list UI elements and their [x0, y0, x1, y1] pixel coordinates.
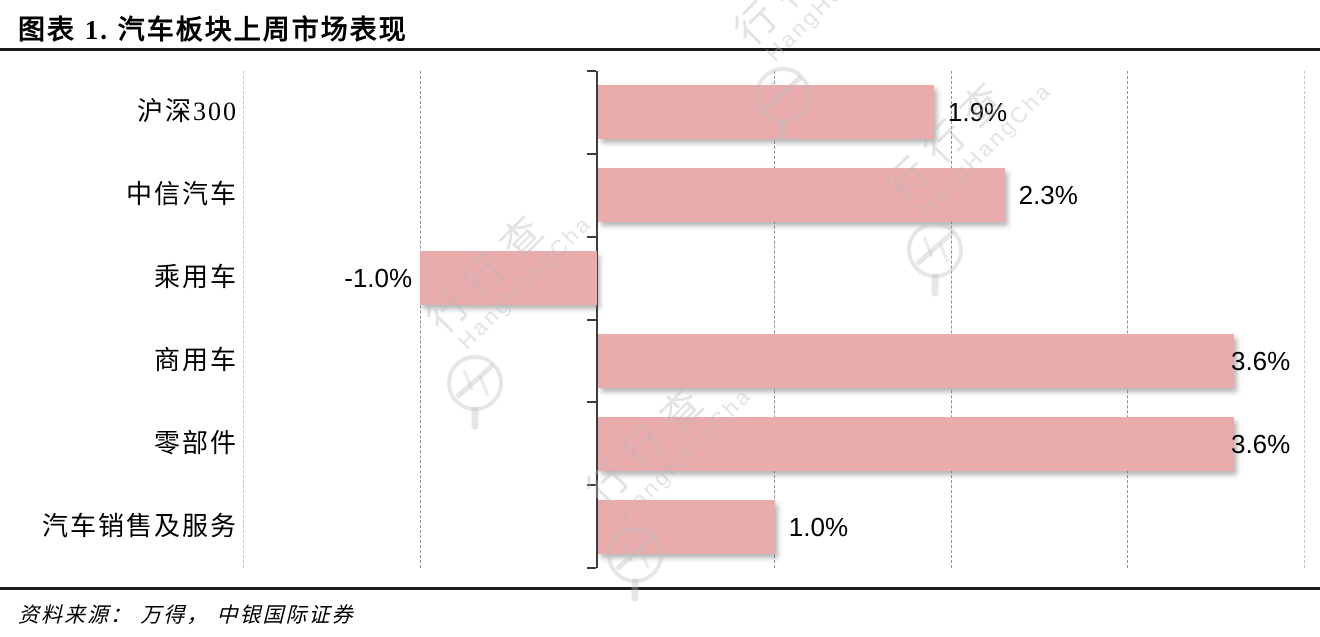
gridline	[1304, 71, 1306, 568]
value-label: 1.0%	[788, 511, 849, 542]
value-label: -1.0%	[344, 263, 413, 294]
value-label: 3.6%	[1231, 428, 1291, 459]
bar	[598, 416, 1235, 471]
axis-tick	[587, 318, 596, 321]
gridline	[1127, 71, 1129, 568]
axis-tick	[587, 567, 596, 569]
axis-tick	[587, 484, 596, 487]
bar	[598, 499, 775, 554]
gridline	[950, 71, 952, 568]
source-note: 资料来源： 万得， 中银国际证券	[18, 603, 355, 627]
hanghangcha-logo-icon	[907, 222, 963, 297]
category-label: 中信汽车	[125, 180, 238, 210]
title-rule	[0, 48, 1320, 51]
gridline	[243, 71, 245, 568]
chart-title: 图表 1. 汽车板块上周市场表现	[18, 15, 408, 45]
bar	[598, 333, 1235, 388]
axis-tick	[587, 152, 596, 155]
value-label: 3.6%	[1231, 345, 1291, 376]
footer-rule	[0, 587, 1320, 590]
gridline	[773, 71, 775, 568]
bar	[420, 251, 597, 306]
value-label: 1.9%	[947, 97, 1008, 128]
category-label: 商用车	[153, 345, 238, 375]
value-label: 2.3%	[1018, 180, 1078, 211]
category-label: 乘用车	[153, 263, 238, 293]
category-label: 沪深300	[136, 97, 238, 127]
axis-tick	[587, 401, 596, 404]
axis-line	[596, 71, 598, 568]
axis-tick	[587, 235, 596, 238]
gridline	[420, 71, 422, 568]
bar	[598, 168, 1005, 223]
bar	[598, 85, 934, 140]
axis-tick	[587, 70, 596, 72]
hanghangcha-logo-icon	[447, 355, 503, 430]
category-label: 汽车销售及服务	[41, 511, 238, 541]
category-label: 零部件	[153, 428, 238, 458]
